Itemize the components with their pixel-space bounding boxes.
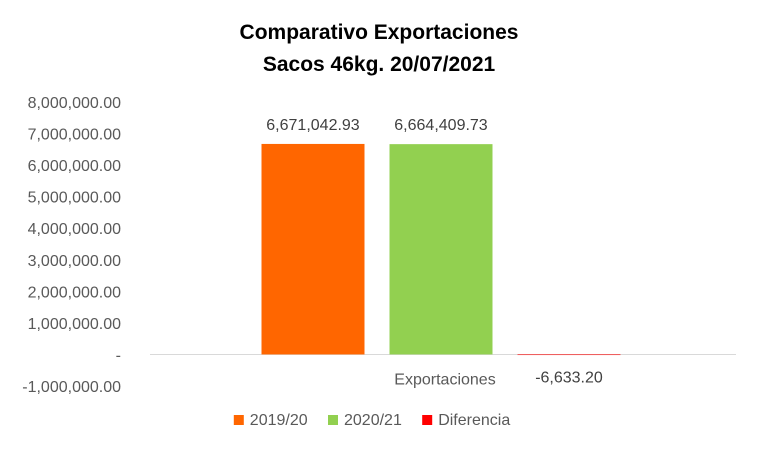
data-label: 6,671,042.93 <box>266 117 360 134</box>
legend-label: Diferencia <box>438 412 510 429</box>
chart-title-line-2: Sacos 46kg. 20/07/2021 <box>263 53 496 76</box>
data-label: -6,633.20 <box>535 369 603 386</box>
y-tick-label: 7,000,000.00 <box>28 127 122 144</box>
legend: 2019/20 2020/21 Diferencia <box>233 412 510 429</box>
y-tick-label: 2,000,000.00 <box>28 284 122 301</box>
chart-title-line-1: Comparativo Exportaciones <box>240 21 519 44</box>
y-tick-label: 4,000,000.00 <box>28 221 122 238</box>
bar-diferencia <box>517 354 621 356</box>
y-tick-label: - <box>116 347 121 364</box>
y-tick-label: 3,000,000.00 <box>28 253 122 270</box>
legend-label: 2020/21 <box>344 412 402 429</box>
bar-2019-20 <box>261 143 365 355</box>
y-tick-label: 5,000,000.00 <box>28 190 122 207</box>
y-tick-label: 8,000,000.00 <box>28 95 122 112</box>
y-tick-label: -1,000,000.00 <box>22 379 121 396</box>
legend-swatch <box>328 415 338 425</box>
bars <box>261 143 621 356</box>
y-axis-ticks: 8,000,000.00 7,000,000.00 6,000,000.00 5,00… <box>22 95 121 396</box>
legend-swatch <box>233 415 244 425</box>
legend-label: 2019/20 <box>250 412 308 429</box>
y-tick-label: 6,000,000.00 <box>28 158 122 175</box>
y-tick-label: 1,000,000.00 <box>28 316 122 333</box>
data-label: 6,664,409.73 <box>394 117 488 134</box>
category-label: Exportaciones <box>394 371 495 388</box>
bar-2020-21 <box>389 144 493 355</box>
legend-swatch <box>422 415 433 425</box>
data-labels: 6,671,042.93 6,664,409.73 -6,633.20 <box>266 117 603 387</box>
